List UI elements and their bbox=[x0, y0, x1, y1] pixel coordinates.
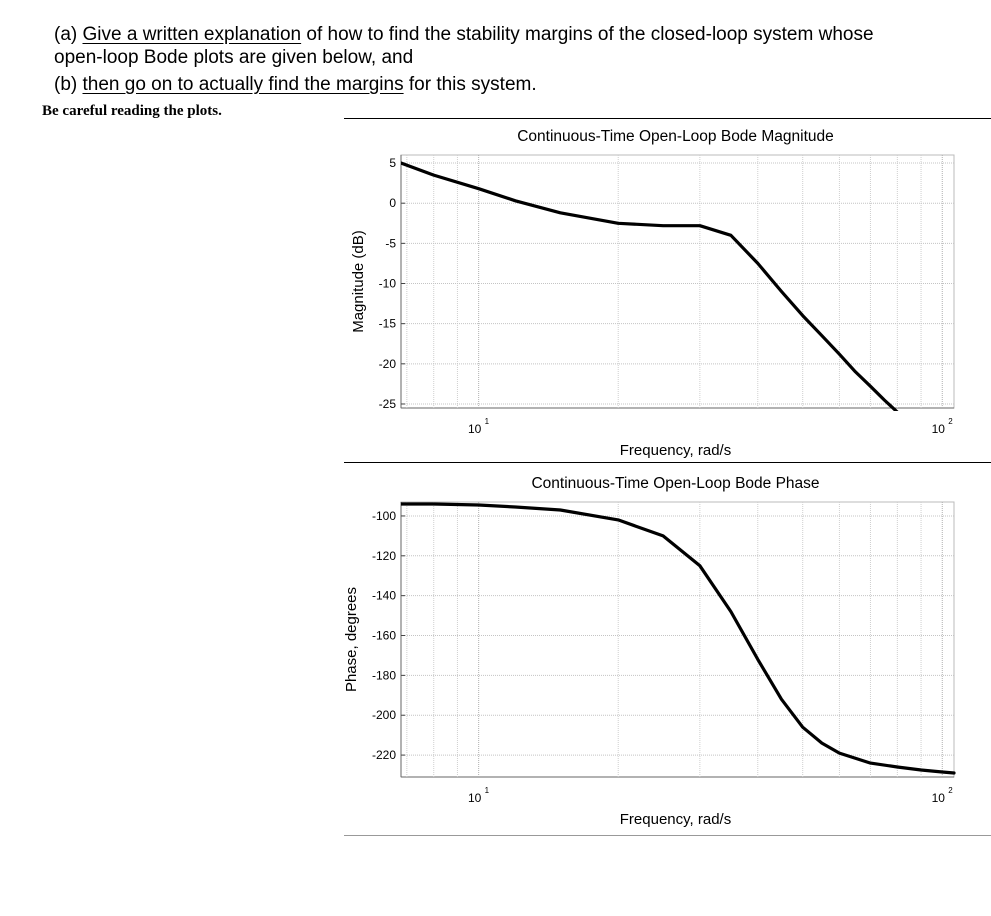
mag-xtick-label: 10 bbox=[468, 422, 482, 436]
phase-chart-title: Continuous-Time Open-Loop Bode Phase bbox=[531, 475, 819, 492]
mag-ytick-label: -20 bbox=[379, 357, 397, 371]
mag-ytick-label: 5 bbox=[389, 156, 396, 170]
phase-x-label: Frequency, rad/s bbox=[620, 811, 731, 828]
divider-bottom bbox=[344, 835, 991, 836]
phase-xtick-label: 10 bbox=[932, 791, 946, 805]
part-a-prefix: (a) bbox=[54, 24, 83, 45]
phase-ytick-label: -100 bbox=[372, 509, 396, 523]
phase-plot-frame bbox=[400, 501, 955, 778]
part-b-rest: for this system. bbox=[403, 74, 537, 95]
question-part-a-line1: (a) Give a written explanation of how to… bbox=[54, 24, 874, 46]
mag-xtick-label: 10 bbox=[932, 422, 946, 436]
mag-x-label: Frequency, rad/s bbox=[620, 442, 731, 459]
mag-ytick-label: -5 bbox=[385, 236, 396, 250]
phase-chart: -100-120-140-160-180-200-220101102Contin… bbox=[343, 475, 956, 828]
phase-ytick-label: -140 bbox=[372, 589, 396, 603]
question-part-a-line2: open-loop Bode plots are given below, an… bbox=[54, 47, 414, 68]
phase-ytick-label: -200 bbox=[372, 708, 396, 722]
mag-plot-frame bbox=[400, 154, 955, 409]
phase-ytick-label: -160 bbox=[372, 629, 396, 643]
mag-series-line bbox=[401, 161, 899, 411]
mag-xtick-exponent: 1 bbox=[485, 417, 490, 426]
phase-xtick-label: 10 bbox=[468, 791, 482, 805]
mag-chart-title: Continuous-Time Open-Loop Bode Magnitude bbox=[517, 128, 834, 145]
mag-ytick-label: -25 bbox=[379, 397, 397, 411]
divider-middle bbox=[344, 462, 991, 463]
phase-series-line bbox=[401, 502, 956, 775]
part-b-underlined: then go on to actually find the margins bbox=[82, 74, 404, 95]
mag-ytick-label: 0 bbox=[389, 196, 396, 210]
mag-ytick-label: -15 bbox=[379, 317, 397, 331]
divider-top bbox=[344, 118, 991, 119]
part-a-underlined: Give a written explanation bbox=[82, 24, 302, 45]
phase-ytick-label: -220 bbox=[372, 748, 396, 762]
phase-y-label: Phase, degrees bbox=[343, 587, 360, 692]
phase-xtick-exponent: 2 bbox=[948, 786, 953, 795]
careful-note: Be careful reading the plots. bbox=[42, 103, 222, 119]
mag-y-label: Magnitude (dB) bbox=[350, 230, 367, 333]
question-part-b: (b) then go on to actually find the marg… bbox=[54, 74, 537, 96]
mag-xtick-exponent: 2 bbox=[948, 417, 953, 426]
mag-ytick-label: -10 bbox=[379, 277, 397, 291]
phase-ytick-label: -180 bbox=[372, 668, 396, 682]
phase-ytick-label: -120 bbox=[372, 549, 396, 563]
phase-xtick-exponent: 1 bbox=[485, 786, 490, 795]
part-b-prefix: (b) bbox=[54, 74, 83, 95]
part-a-rest: of how to find the stability margins of … bbox=[301, 24, 874, 45]
